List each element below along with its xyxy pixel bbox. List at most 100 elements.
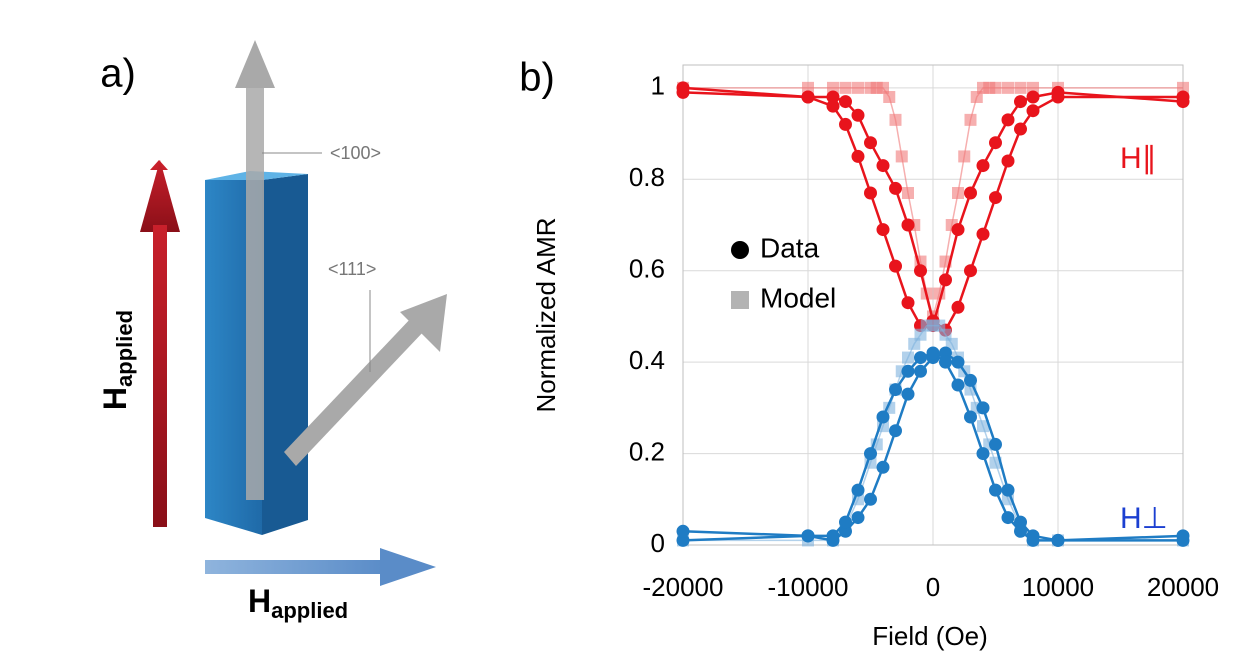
model-point (933, 319, 946, 332)
y-tick-label: 0.6 (629, 254, 665, 284)
data-point (976, 401, 990, 415)
model-point (908, 337, 921, 350)
model-point (895, 150, 908, 163)
panel-a: a) Happlied <100> <111> Happlied (97, 40, 447, 623)
data-point (976, 447, 990, 461)
data-point (676, 533, 690, 547)
model-point (914, 255, 927, 268)
model-point (889, 113, 902, 126)
data-point (864, 447, 877, 461)
data-point (864, 136, 877, 150)
field-label: Happlied (248, 583, 348, 622)
model-point (1027, 81, 1039, 94)
data-point (901, 218, 915, 232)
data-point (989, 191, 1002, 205)
model-point (939, 328, 952, 341)
data-point (864, 492, 877, 506)
model-point (977, 420, 989, 433)
data-point (889, 259, 902, 273)
blue-arrow-head (380, 548, 436, 586)
legend-label: Model (760, 282, 836, 313)
model-point (970, 91, 983, 103)
model-point (939, 255, 952, 268)
model-point (902, 351, 914, 364)
model-point (989, 81, 1002, 94)
data-point (876, 460, 890, 474)
axis-111-head (400, 294, 447, 352)
field-symbol: H (97, 387, 133, 410)
data-point (914, 264, 927, 278)
data-point (889, 424, 902, 438)
legend-label: Data (760, 232, 820, 263)
data-point (914, 351, 927, 365)
model-point (883, 91, 896, 103)
data-point (1001, 483, 1015, 497)
data-point (839, 95, 852, 109)
annotation: H∥ (1120, 142, 1157, 175)
model-point (1002, 81, 1014, 94)
field-label: Happlied (97, 310, 136, 410)
data-point (1026, 104, 1040, 118)
blue-arrow-shaft (205, 560, 385, 574)
y-axis-label: Normalized AMR (531, 217, 561, 412)
data-point (1014, 122, 1027, 136)
data-point (939, 346, 952, 360)
data-point (1014, 515, 1027, 529)
data-point (951, 378, 965, 392)
legend-marker (731, 291, 749, 309)
data-point (1001, 154, 1015, 168)
data-point (989, 483, 1002, 497)
data-point (864, 186, 877, 200)
data-point (1051, 533, 1065, 547)
data-point (851, 511, 865, 525)
data-point (801, 529, 815, 543)
data-point (951, 355, 965, 369)
data-point (976, 227, 990, 241)
data-point (1176, 529, 1190, 543)
y-tick-label: 0.2 (629, 436, 665, 466)
model-point (852, 81, 864, 94)
model-point (1014, 81, 1027, 94)
data-point (1176, 95, 1190, 109)
data-point (1001, 511, 1015, 525)
x-tick-label: -10000 (768, 572, 849, 602)
data-point (976, 159, 990, 173)
data-point (1001, 113, 1015, 127)
field-symbol: H (248, 583, 271, 619)
data-point (1026, 533, 1040, 547)
model-point (877, 81, 889, 94)
data-point (839, 515, 852, 529)
panel-label: b) (519, 56, 555, 100)
data-point (926, 346, 940, 360)
field-subscript: applied (112, 310, 137, 387)
annotation: H⊥ (1120, 502, 1168, 535)
data-point (951, 223, 965, 237)
direction-label: <100> (330, 143, 381, 163)
axis-100-head (235, 40, 275, 88)
data-point (939, 273, 952, 287)
data-point (1014, 95, 1027, 109)
panel-label: a) (100, 52, 136, 96)
model-point (914, 328, 927, 341)
data-point (989, 437, 1002, 451)
y-tick-label: 0.8 (629, 162, 665, 192)
data-point (676, 85, 690, 99)
axis-111-arrow (284, 316, 425, 466)
data-point (676, 524, 690, 538)
model-point (1177, 81, 1189, 94)
data-point (851, 483, 865, 497)
data-point (964, 264, 977, 278)
data-point (964, 373, 977, 387)
legend-marker (731, 241, 749, 259)
data-point (876, 410, 890, 424)
prism-side (262, 174, 308, 535)
data-point (889, 383, 902, 397)
y-tick-label: 0 (651, 528, 665, 558)
data-point (901, 364, 915, 378)
model-point (945, 337, 958, 350)
panel-b: b) Field (Oe) Normalized AMR -20000 -1000… (519, 56, 1219, 651)
y-tick-label: 1 (651, 71, 665, 101)
data-point (964, 186, 977, 200)
data-point (826, 99, 840, 113)
data-point (851, 108, 865, 122)
